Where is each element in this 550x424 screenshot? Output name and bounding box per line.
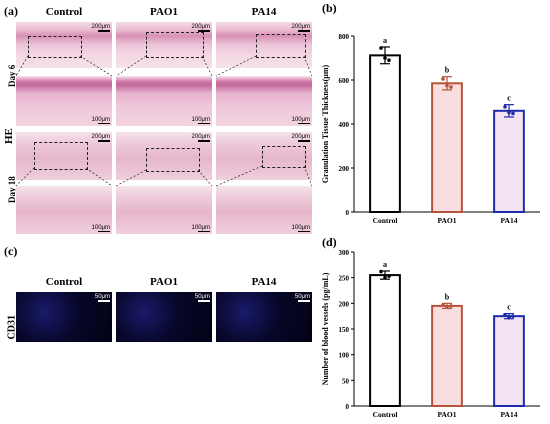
scale-label: 100μm bbox=[91, 116, 110, 124]
chart-b: (b) 0 200 400 600 800 Granulation Tissue Thick… bbox=[321, 1, 540, 225]
he-day18-pa14-overview: 200μm bbox=[216, 132, 312, 180]
scale-label: 200μm bbox=[291, 24, 310, 32]
significance-label: a bbox=[383, 260, 387, 269]
cd31-col-title-pa14: PA14 bbox=[251, 276, 277, 288]
data-point bbox=[387, 274, 391, 278]
panel-c-label: (c) bbox=[4, 244, 18, 258]
y-tick-label: 150 bbox=[339, 326, 350, 334]
y-tick-label: 200 bbox=[339, 165, 350, 173]
he-day18-pao1-zoom: 100μm bbox=[116, 186, 212, 234]
cd31-col-title-pao1: PAO1 bbox=[150, 276, 178, 288]
zoom-connector-lines bbox=[15, 55, 313, 187]
he-day6-pa14-overview: 200μm bbox=[216, 22, 312, 68]
x-tick-label: PA14 bbox=[501, 410, 518, 419]
data-point bbox=[511, 111, 515, 116]
bar-pa14 bbox=[493, 315, 525, 407]
scale-label: 200μm bbox=[191, 134, 210, 142]
significance-label: a bbox=[383, 36, 387, 45]
scale-label: 200μm bbox=[91, 24, 110, 32]
he-day6-pa14-zoom: 100μm bbox=[216, 76, 312, 126]
y-tick-label: 600 bbox=[339, 77, 350, 85]
data-point bbox=[387, 58, 391, 62]
y-tick-label: 300 bbox=[339, 249, 350, 257]
y-tick-label: 0 bbox=[346, 209, 350, 217]
he-day6-pao1-overview: 200μm bbox=[116, 22, 212, 68]
he-day18-control-overview: 200μm bbox=[16, 132, 112, 180]
bar-control bbox=[369, 54, 401, 213]
data-point bbox=[511, 314, 515, 318]
he-day6-pao1-zoom: 100μm bbox=[116, 76, 212, 126]
data-point bbox=[507, 315, 511, 320]
panel-letter: (d) bbox=[322, 235, 337, 249]
data-point bbox=[379, 269, 383, 274]
he-day18-pao1-overview: 200μm bbox=[116, 132, 212, 180]
panel-letter: (b) bbox=[322, 1, 337, 15]
scale-label: 100μm bbox=[191, 116, 210, 124]
he-col-title-pao1: PAO1 bbox=[150, 6, 178, 18]
data-point bbox=[503, 312, 507, 317]
data-point bbox=[383, 275, 387, 280]
y-axis-label: Granulation Tissue Thickness(μm) bbox=[321, 64, 330, 183]
cd31-col-title-control: Control bbox=[45, 276, 83, 288]
cd31-control-image: 50μm bbox=[16, 292, 112, 342]
data-point bbox=[503, 105, 507, 109]
scale-label: 50μm bbox=[94, 294, 110, 302]
y-axis-label: Number of blood vessels (pg/mL) bbox=[321, 272, 330, 385]
data-point bbox=[441, 77, 445, 81]
cd31-pa14-image: 50μm bbox=[216, 292, 312, 342]
scale-label: 200μm bbox=[191, 24, 210, 32]
he-day18-control-zoom: 100μm bbox=[16, 186, 112, 234]
significance-label: b bbox=[445, 66, 450, 75]
data-point bbox=[449, 85, 453, 89]
x-tick-label: PAO1 bbox=[437, 410, 456, 419]
significance-label: c bbox=[507, 303, 511, 312]
x-tick-label: PA14 bbox=[501, 216, 518, 225]
y-tick-label: 800 bbox=[339, 33, 350, 41]
data-point bbox=[445, 83, 449, 88]
scale-label: 100μm bbox=[91, 224, 110, 232]
he-day6-control-overview: 200μm bbox=[16, 22, 112, 68]
he-col-title-control: Control bbox=[45, 6, 83, 18]
data-point bbox=[507, 110, 511, 115]
scale-label: 50μm bbox=[194, 294, 210, 302]
y-tick-label: 400 bbox=[339, 121, 350, 129]
scale-label: 100μm bbox=[191, 224, 210, 232]
y-tick-label: 0 bbox=[346, 403, 350, 411]
chart-d: (d) 0 50 100 150 200 250 300 Number of blood ves… bbox=[321, 235, 540, 419]
x-tick-label: PAO1 bbox=[437, 216, 456, 225]
significance-label: b bbox=[445, 292, 450, 301]
y-tick-label: 200 bbox=[339, 300, 350, 308]
bar-control bbox=[369, 274, 401, 407]
data-point bbox=[445, 305, 449, 309]
scale-label: 200μm bbox=[91, 134, 110, 142]
y-tick-label: 50 bbox=[342, 377, 350, 385]
y-tick-label: 100 bbox=[339, 352, 350, 360]
significance-label: c bbox=[507, 94, 511, 103]
bar-pao1 bbox=[431, 304, 463, 407]
data-point bbox=[379, 46, 383, 50]
he-col-title-pa14: PA14 bbox=[251, 6, 277, 18]
data-point bbox=[449, 304, 453, 308]
bar-pao1 bbox=[431, 82, 463, 213]
y-tick-label: 250 bbox=[339, 275, 350, 283]
x-tick-label: Control bbox=[373, 216, 398, 225]
x-tick-label: Control bbox=[373, 410, 398, 419]
scale-label: 200μm bbox=[291, 134, 310, 142]
scale-label: 100μm bbox=[291, 224, 310, 232]
he-day6-control-zoom: 100μm bbox=[16, 76, 112, 126]
he-day18-pa14-zoom: 100μm bbox=[216, 186, 312, 234]
data-point bbox=[383, 56, 387, 60]
bar-pa14 bbox=[493, 109, 525, 213]
data-point bbox=[441, 303, 445, 307]
cd31-pao1-image: 50μm bbox=[116, 292, 212, 342]
scale-label: 50μm bbox=[294, 294, 310, 302]
scale-label: 100μm bbox=[291, 116, 310, 124]
panel-a-label: (a) bbox=[4, 4, 18, 18]
